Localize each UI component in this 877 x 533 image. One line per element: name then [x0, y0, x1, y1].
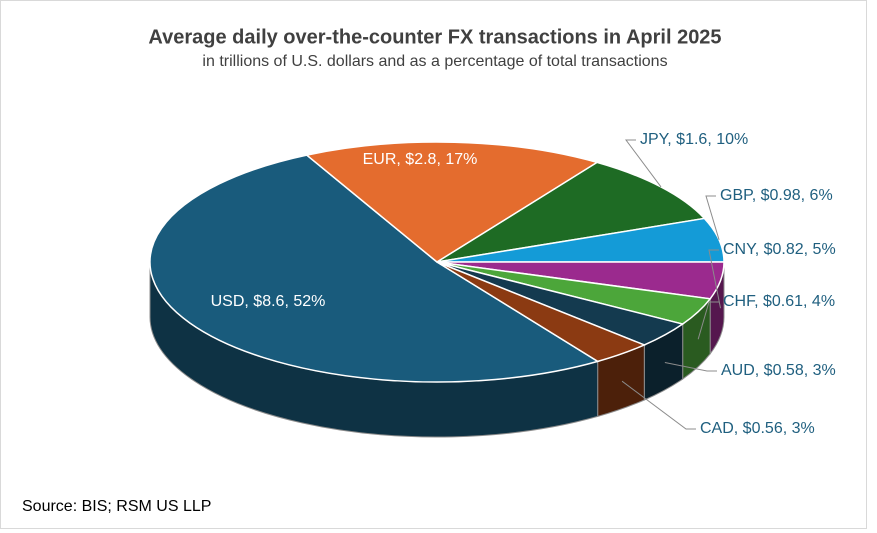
chart-title: Average daily over-the-counter FX transa…	[148, 26, 721, 48]
slice	[149, 154, 600, 383]
chart-subtitle: in trillions of U.S. dollars and as a pe…	[202, 53, 667, 70]
data-label: AUD, $0.58, 3%	[721, 362, 836, 379]
slice	[436, 261, 647, 363]
data-label: CAD, $0.56, 3%	[700, 420, 815, 437]
leader-line	[705, 195, 720, 241]
source: Source: BIS; RSM US LLP	[22, 498, 211, 515]
leader-line	[708, 249, 721, 309]
data-label: CNY, $0.82, 5%	[723, 241, 836, 258]
slice	[305, 141, 599, 263]
data-label: EUR, $2.8, 17%	[363, 151, 478, 168]
leader-line	[697, 301, 719, 340]
data-label: USD, $8.6, 52%	[211, 293, 326, 310]
data-label: CHF, $0.61, 4%	[723, 293, 835, 310]
leader-line	[664, 361, 717, 372]
leader-line	[621, 380, 696, 430]
leader-line	[625, 139, 662, 188]
data-label: GBP, $0.98, 6%	[720, 187, 833, 204]
data-label: JPY, $1.6, 10%	[640, 131, 748, 148]
